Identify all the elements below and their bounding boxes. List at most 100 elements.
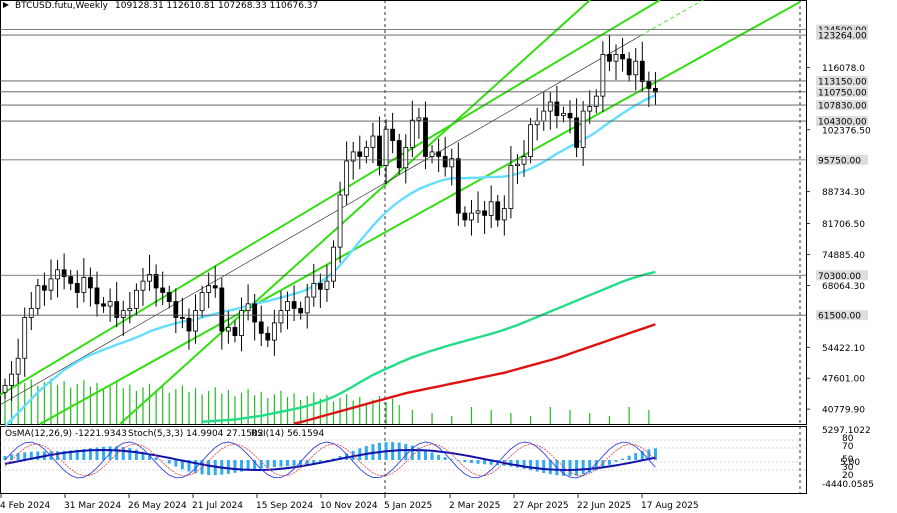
chart-symbol-label: BTCUSD.futu,Weekly (15, 1, 109, 11)
axis-label: 54422.10 (822, 344, 865, 354)
date-label: 26 May 2024 (128, 501, 187, 511)
candle-body (173, 301, 179, 318)
candle-body (160, 287, 166, 293)
candle-body (107, 301, 113, 307)
level-label-box (816, 30, 868, 41)
axis-label: 102376.50 (822, 126, 871, 136)
candle-body (607, 54, 612, 62)
candle-body (521, 156, 527, 165)
indicator-axis-label: 50 (842, 455, 854, 465)
level-label: 110750.00 (818, 88, 867, 98)
candle-body (186, 317, 192, 332)
candle-body (140, 280, 146, 291)
candle-body (114, 301, 120, 318)
axis-label: 40779.90 (822, 406, 865, 416)
candle-body (291, 301, 297, 309)
moving-average-line (293, 323, 656, 425)
candle-body (429, 151, 435, 157)
candle-body (81, 277, 87, 293)
candle-body (442, 156, 448, 168)
channel-lower-line (39, 1, 801, 425)
candle-body (120, 310, 126, 318)
candle-body (620, 54, 625, 60)
candle-body (561, 112, 566, 117)
candle-body (488, 201, 494, 216)
volume-bars (4, 376, 650, 424)
candle-body (298, 307, 304, 314)
candle-body (166, 292, 172, 302)
candle-body (317, 283, 323, 290)
candle-body (219, 287, 225, 332)
candle-body (455, 158, 461, 214)
candle-body (271, 322, 277, 341)
candle-body (580, 110, 586, 148)
candle-body (482, 210, 488, 216)
candle-body (416, 117, 422, 121)
candle-body (133, 289, 139, 309)
candle-body (42, 285, 47, 291)
date-label: 10 Nov 2024 (320, 501, 378, 511)
candle-body (390, 128, 396, 141)
candle-body (350, 151, 356, 162)
candle-body (239, 310, 244, 336)
candle-body (363, 146, 369, 157)
indicator-axis-label: 30 (842, 463, 854, 473)
candle-body (225, 327, 231, 332)
candle-body (534, 120, 540, 126)
candle-body (613, 54, 619, 62)
candle-body (9, 373, 14, 386)
candle-body (409, 119, 415, 148)
date-label: 22 Jun 2025 (577, 501, 631, 511)
candlesticks (2, 34, 658, 402)
date-label: 15 Sep 2024 (256, 501, 313, 511)
candle-body (331, 246, 336, 282)
axis-label: 47601.00 (822, 375, 865, 385)
price-levels: 124500.00123264.00113150.00110750.001078… (0, 24, 868, 322)
channel-upper-line (0, 0, 661, 396)
candle-body (88, 277, 93, 289)
candle-body (501, 208, 507, 221)
candle-body (600, 54, 606, 97)
level-label: 95750.00 (818, 156, 861, 166)
candle-body (265, 332, 271, 341)
price-axis: 116078.0 102376.50 88734.30 81706.50 74885.4… (806, 64, 871, 416)
candle-body (61, 269, 67, 278)
candle-body (626, 58, 632, 76)
candle-body (646, 81, 652, 89)
candle-body (74, 283, 80, 293)
candle-body (212, 285, 218, 289)
candle-body (462, 212, 468, 221)
candle-body (508, 165, 514, 209)
axis-label: 88734.30 (822, 188, 865, 198)
candle-body (357, 151, 363, 157)
level-label: 113150.00 (818, 77, 867, 87)
axis-label: 74885.40 (822, 251, 865, 261)
candle-body (324, 280, 330, 290)
candle-body (541, 110, 547, 122)
stoch-signal-line (4, 443, 656, 477)
candle-body (28, 307, 34, 318)
indicator-pane-frame (0, 426, 807, 494)
indicator-axis-label: 80 (842, 434, 854, 444)
candle-body (403, 146, 409, 169)
candle-body (285, 301, 290, 312)
candle-body (94, 287, 100, 305)
level-label-box (816, 24, 868, 35)
candle-body (245, 303, 251, 312)
candle-body (528, 124, 533, 157)
candle-body (15, 357, 21, 375)
candle-body (370, 135, 376, 148)
indicator-axis-label: 5297.1022 (822, 426, 871, 436)
candle-body (258, 321, 264, 334)
candle-body (554, 101, 560, 117)
date-axis: 4 Feb 2024 31 Mar 2024 26 May 2024 21 Jul 2… (0, 494, 699, 511)
candle-body (337, 194, 343, 248)
date-label: 17 Aug 2025 (641, 501, 699, 511)
candle-body (574, 117, 579, 148)
candle-body (633, 60, 639, 76)
candle-body (436, 151, 442, 157)
level-label: 61500.00 (818, 312, 861, 322)
collapse-arrow-icon[interactable] (3, 2, 9, 8)
stoch-label: Stoch(5,3,3) 14.9904 27.1502 (128, 429, 263, 439)
